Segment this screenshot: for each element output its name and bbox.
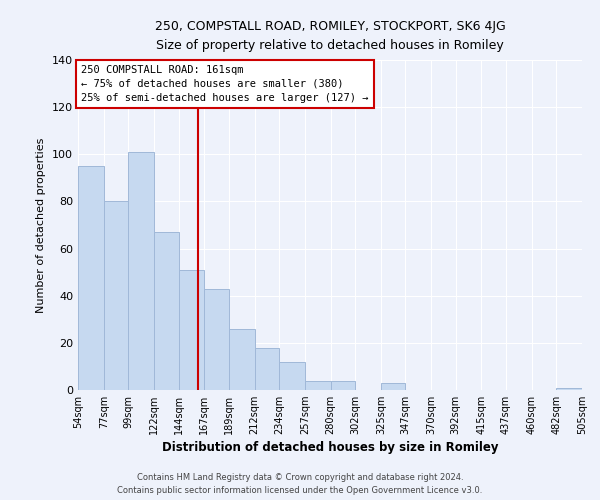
Bar xyxy=(78,166,104,390)
Text: Contains HM Land Registry data © Crown copyright and database right 2024.
Contai: Contains HM Land Registry data © Crown c… xyxy=(118,474,482,495)
Text: 250 COMPSTALL ROAD: 161sqm
← 75% of detached houses are smaller (380)
25% of sem: 250 COMPSTALL ROAD: 161sqm ← 75% of deta… xyxy=(82,64,369,102)
Bar xyxy=(556,388,582,390)
Bar xyxy=(104,202,128,390)
Bar xyxy=(179,270,204,390)
Bar xyxy=(154,232,179,390)
X-axis label: Distribution of detached houses by size in Romiley: Distribution of detached houses by size … xyxy=(162,442,498,454)
Bar xyxy=(331,380,355,390)
Bar xyxy=(254,348,279,390)
Bar xyxy=(381,383,406,390)
Bar xyxy=(279,362,305,390)
Bar xyxy=(204,288,229,390)
Bar xyxy=(229,328,254,390)
Y-axis label: Number of detached properties: Number of detached properties xyxy=(37,138,46,312)
Title: 250, COMPSTALL ROAD, ROMILEY, STOCKPORT, SK6 4JG
Size of property relative to de: 250, COMPSTALL ROAD, ROMILEY, STOCKPORT,… xyxy=(155,20,505,52)
Bar xyxy=(128,152,154,390)
Bar xyxy=(305,380,331,390)
